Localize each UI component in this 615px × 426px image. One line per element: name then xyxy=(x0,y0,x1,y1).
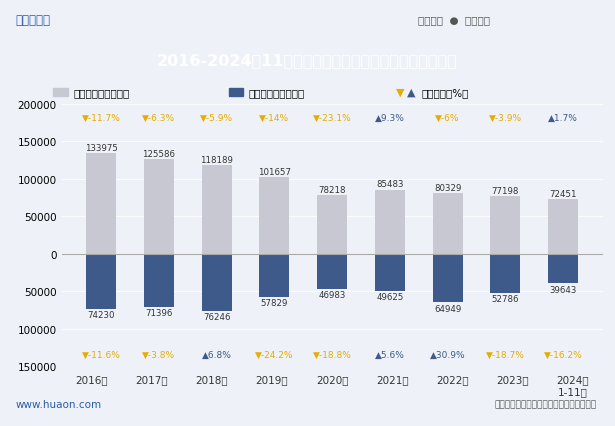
Text: ▼-18.8%: ▼-18.8% xyxy=(312,350,352,359)
Text: ▼-11.6%: ▼-11.6% xyxy=(82,350,121,359)
Bar xyxy=(86,154,116,254)
Text: 进口总额（万美元）: 进口总额（万美元） xyxy=(248,88,305,98)
Bar xyxy=(202,166,232,254)
Text: 2017年: 2017年 xyxy=(135,374,168,385)
Bar xyxy=(260,178,290,254)
Text: 78218: 78218 xyxy=(319,185,346,194)
Bar xyxy=(432,254,462,303)
Text: ▲5.6%: ▲5.6% xyxy=(375,350,405,359)
Bar xyxy=(548,200,578,254)
Bar xyxy=(317,254,347,289)
Text: 133975: 133975 xyxy=(85,144,117,153)
Text: ▼-23.1%: ▼-23.1% xyxy=(312,113,352,122)
Text: 71396: 71396 xyxy=(145,309,173,318)
Bar xyxy=(86,254,116,310)
Text: ▼-14%: ▼-14% xyxy=(260,113,290,122)
Text: 2024年
1-11月: 2024年 1-11月 xyxy=(557,374,589,396)
Text: 77198: 77198 xyxy=(491,186,519,195)
Text: 华经情报网: 华经情报网 xyxy=(15,14,50,27)
Text: 46983: 46983 xyxy=(319,291,346,299)
Text: ▲1.7%: ▲1.7% xyxy=(548,113,578,122)
Text: ▼-18.7%: ▼-18.7% xyxy=(486,350,525,359)
Bar xyxy=(54,89,68,97)
Text: 39643: 39643 xyxy=(549,285,577,294)
Text: 出口总额（万美元）: 出口总额（万美元） xyxy=(73,88,129,98)
Bar xyxy=(144,160,174,254)
Text: 74230: 74230 xyxy=(87,311,115,320)
Text: 2018年: 2018年 xyxy=(196,374,228,385)
Bar xyxy=(375,254,405,291)
Bar xyxy=(260,254,290,297)
Bar xyxy=(548,254,578,284)
Text: 2023年: 2023年 xyxy=(496,374,529,385)
Text: 2016-2024年11月汕头经济特区外商投资企业进、出口额: 2016-2024年11月汕头经济特区外商投资企业进、出口额 xyxy=(157,53,458,68)
Bar xyxy=(229,89,243,97)
Text: 85483: 85483 xyxy=(376,180,403,189)
Text: ▼-11.7%: ▼-11.7% xyxy=(82,113,121,122)
Text: 同比增速（%）: 同比增速（%） xyxy=(421,88,469,98)
Text: 125586: 125586 xyxy=(142,150,175,159)
Text: 2022年: 2022年 xyxy=(436,374,469,385)
Text: www.huaon.com: www.huaon.com xyxy=(15,399,101,409)
Text: 2019年: 2019年 xyxy=(256,374,288,385)
Text: ▲6.8%: ▲6.8% xyxy=(202,350,231,359)
Text: 2021年: 2021年 xyxy=(376,374,408,385)
Text: 76246: 76246 xyxy=(203,312,231,321)
Text: 57829: 57829 xyxy=(261,299,288,308)
Text: ▼-16.2%: ▼-16.2% xyxy=(544,350,582,359)
Bar xyxy=(202,254,232,311)
Text: 101657: 101657 xyxy=(258,168,291,177)
Text: ▼-5.9%: ▼-5.9% xyxy=(200,113,233,122)
Text: ▼-6.3%: ▼-6.3% xyxy=(142,113,175,122)
Text: 64949: 64949 xyxy=(434,304,461,313)
Text: 80329: 80329 xyxy=(434,184,461,193)
Text: 2020年: 2020年 xyxy=(316,374,348,385)
Text: ▲30.9%: ▲30.9% xyxy=(430,350,466,359)
Text: ▼-3.9%: ▼-3.9% xyxy=(489,113,522,122)
Text: 专业严谨  ●  客观科学: 专业严谨 ● 客观科学 xyxy=(418,15,490,25)
Text: 2016年: 2016年 xyxy=(75,374,108,385)
Text: ▲: ▲ xyxy=(407,88,416,98)
Text: 49625: 49625 xyxy=(376,292,403,301)
Text: ▼-24.2%: ▼-24.2% xyxy=(255,350,293,359)
Text: 数据来源：中国海关、华经产业研究院整理: 数据来源：中国海关、华经产业研究院整理 xyxy=(494,400,597,409)
Bar xyxy=(490,196,520,254)
Bar xyxy=(317,196,347,254)
Bar xyxy=(490,254,520,294)
Bar xyxy=(144,254,174,308)
Text: ▼: ▼ xyxy=(395,88,404,98)
Text: ▲9.3%: ▲9.3% xyxy=(375,113,405,122)
Text: ▼-3.8%: ▼-3.8% xyxy=(142,350,175,359)
Bar xyxy=(375,190,405,254)
Text: 72451: 72451 xyxy=(549,190,577,199)
Text: 52786: 52786 xyxy=(491,295,519,304)
Text: 118189: 118189 xyxy=(200,155,233,164)
Text: ▼-6%: ▼-6% xyxy=(435,113,460,122)
Bar xyxy=(432,194,462,254)
